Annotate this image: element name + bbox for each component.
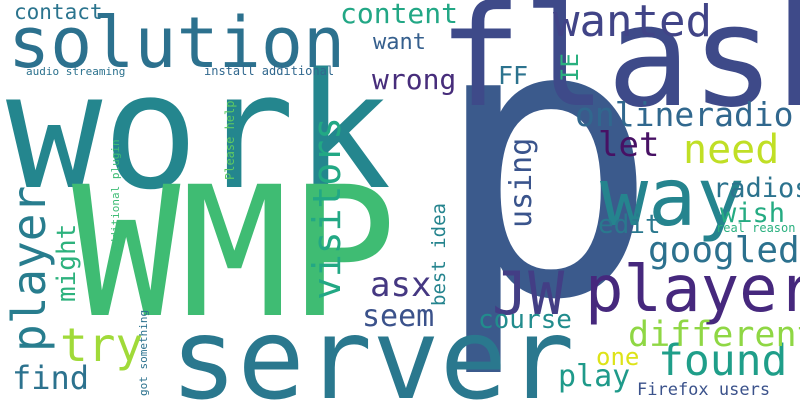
word-let: let [598, 125, 660, 165]
word-got-something: got something [137, 309, 150, 396]
word-content: content [340, 0, 459, 30]
word-player-big: player [585, 253, 800, 327]
word-firefox-users: Firefox users [637, 380, 771, 400]
word-additional-plugin: additional plugin [109, 139, 122, 252]
word-wrong: wrong [372, 63, 457, 96]
word-found: found [658, 336, 788, 386]
word-radios: radios [713, 173, 800, 204]
word-googled: googled [648, 230, 800, 271]
word-work: work [6, 38, 392, 225]
word-install-additional: install additional [204, 64, 335, 78]
word-flash: flash [438, 0, 800, 139]
word-using: using [504, 137, 539, 228]
word-way: way [600, 151, 745, 244]
word-wanted: wanted [553, 0, 712, 47]
word-asx: asx [370, 265, 432, 305]
word-edit: edit [598, 210, 661, 240]
word-wmp: WMP [72, 149, 398, 358]
word-different: different [628, 315, 800, 355]
word-need: need [683, 127, 780, 173]
word-play: play [558, 359, 631, 394]
word-want: want [373, 30, 426, 55]
word-player-left: player [2, 185, 56, 352]
word-best-idea: best idea [428, 203, 450, 306]
word-p: p [431, 0, 660, 383]
word-solution: solution [8, 2, 346, 84]
word-jw: JW [492, 259, 565, 329]
word-wish: wish [720, 198, 786, 229]
word-find: find [12, 359, 90, 397]
word-ie: IE [556, 53, 584, 82]
word-audio-streaming: audio streaming [26, 65, 126, 78]
word-please-help: Please help [223, 100, 237, 180]
word-seem: seem [362, 299, 435, 334]
word-visitors: visitors [305, 116, 349, 300]
word-onlineradio: onlineradio [575, 95, 794, 134]
word-server: server [170, 295, 575, 400]
word-real-reason: real reason [716, 221, 796, 235]
word-one: one [596, 343, 640, 371]
word-course: course [478, 305, 572, 335]
word-try: try [60, 318, 144, 372]
word-might: might [52, 223, 82, 302]
word-ff: FF [498, 61, 529, 90]
word-contact: contact [14, 0, 103, 24]
